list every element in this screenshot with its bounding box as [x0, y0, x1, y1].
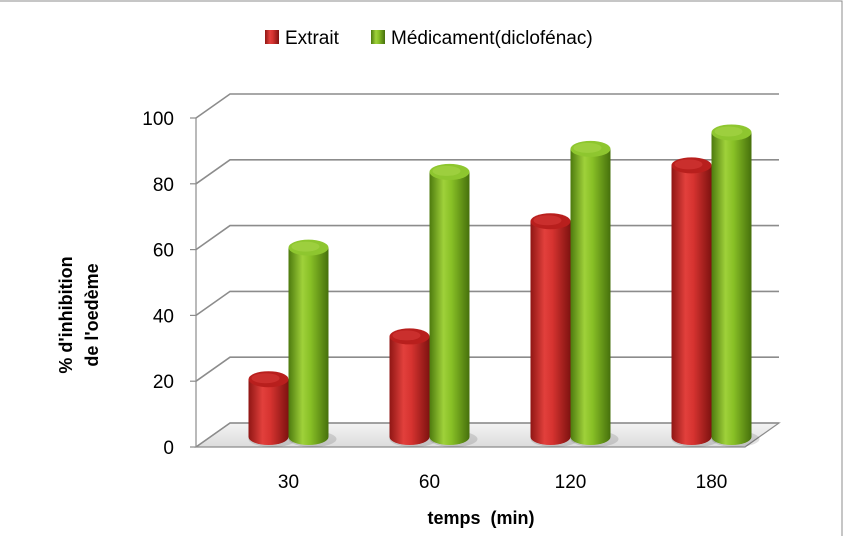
y-tick-label: 20	[153, 372, 174, 393]
legend-label-extrait: Extrait	[285, 28, 340, 49]
bar-medicament-120-top-highlight	[573, 142, 602, 153]
x-tick-label: 60	[419, 472, 440, 493]
y-axis-title-line-2: de l'oedème	[82, 263, 102, 366]
bar-extrait-30-top-highlight	[251, 373, 280, 384]
bar-medicament-60	[429, 171, 470, 445]
x-tick-label: 30	[278, 472, 299, 493]
bar-extrait-180	[671, 165, 712, 445]
bar-medicament-180-top-highlight	[714, 126, 743, 137]
y-tick-label: 40	[153, 306, 174, 327]
x-axis: 30 60 120 180	[278, 472, 727, 493]
y-axis: 0 20 40 60 80 100	[142, 109, 197, 459]
y-tick-label: 0	[163, 438, 174, 459]
y-axis-title-line-1: % d'inhibition	[56, 256, 76, 373]
legend-label-medicament: Médicament(diclofénac)	[391, 28, 593, 49]
y-tick-label: 100	[142, 109, 174, 130]
x-tick-label: 180	[696, 472, 728, 493]
bar-medicament-120	[570, 148, 611, 445]
legend-swatch-medicament	[371, 30, 385, 44]
bar-medicament-30-top-highlight	[291, 241, 320, 252]
bar-medicament-60-top-highlight	[432, 165, 461, 176]
bar-medicament-180	[711, 132, 752, 445]
bar-extrait-60-top-highlight	[392, 330, 421, 341]
x-axis-title: temps (min)	[427, 508, 534, 528]
bar-extrait-60	[389, 336, 430, 445]
y-tick-label: 80	[153, 175, 174, 196]
y-tick-label: 60	[153, 241, 174, 262]
x-tick-label: 120	[555, 472, 587, 493]
gridline	[195, 93, 779, 119]
bar-extrait-30	[248, 379, 289, 445]
bars	[248, 124, 760, 447]
bar-extrait-120	[530, 221, 571, 445]
bar-medicament-30	[288, 247, 329, 445]
bar-extrait-180-top-highlight	[674, 159, 703, 170]
bar-extrait-120-top-highlight	[533, 215, 562, 226]
legend: Extrait Médicament(diclofénac)	[265, 28, 593, 49]
legend-swatch-extrait	[265, 30, 279, 44]
